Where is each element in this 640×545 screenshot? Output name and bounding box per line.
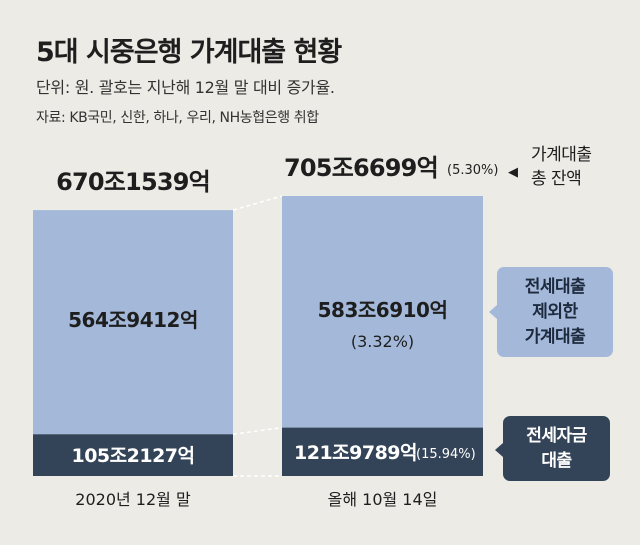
- total-value-label-0: 670조1539억: [56, 168, 210, 196]
- callout-dark-pointer: [495, 443, 503, 457]
- bar-excluding-jeonse-0: [33, 210, 233, 435]
- total-value-label-1: 705조6699억: [284, 154, 438, 182]
- excluding-jeonse-value-label-0: 564조9412억: [68, 308, 198, 332]
- bar-excluding-jeonse-1: [282, 196, 483, 428]
- excluding-jeonse-growth-label-1: (3.32%): [351, 332, 414, 351]
- page-title: 5대 시중은행 가계대출 현황: [36, 37, 342, 68]
- jeonse-growth-label-1: (15.94%): [416, 447, 476, 462]
- jeonse-value-label-0: 105조2127억: [71, 445, 194, 467]
- total-note-line1: 가계대출: [531, 145, 592, 165]
- callout-excluding-jeonse: 전세대출 제외한 가계대출: [497, 267, 613, 357]
- jeonse-value-label-1: 121조9789억: [294, 442, 417, 464]
- total-growth-label-1: (5.30%): [447, 163, 498, 178]
- callout-jeonse: 전세자금 대출: [503, 416, 610, 481]
- callout-light-line1: 전세대출: [524, 276, 586, 297]
- total-arrow-icon: ◀: [508, 165, 518, 180]
- category-label-1: 올해 10월 14일: [328, 490, 438, 509]
- callout-dark-line2: 대출: [541, 450, 572, 471]
- callout-light-line2: 제외한: [532, 301, 578, 322]
- callout-light-line3: 가계대출: [524, 326, 586, 347]
- bar-jeonse-0: [33, 434, 233, 476]
- total-balance-note: 가계대출 총 잔액: [531, 143, 592, 191]
- excluding-jeonse-value-label-1: 583조6910억: [318, 298, 448, 322]
- unit-note: 단위: 원. 괄호는 지난해 12월 말 대비 증가율.: [36, 78, 335, 97]
- callout-dark-line1: 전세자금: [526, 425, 587, 446]
- total-note-line2: 총 잔액: [531, 169, 582, 189]
- category-label-0: 2020년 12월 말: [75, 490, 191, 509]
- connector-top: [232, 195, 283, 211]
- connector-jeonse: [232, 426, 283, 435]
- callout-light-pointer: [489, 305, 497, 319]
- bar-jeonse-1: [282, 427, 483, 476]
- source-note: 자료: KB국민, 신한, 하나, 우리, NH농협은행 취합: [36, 110, 319, 126]
